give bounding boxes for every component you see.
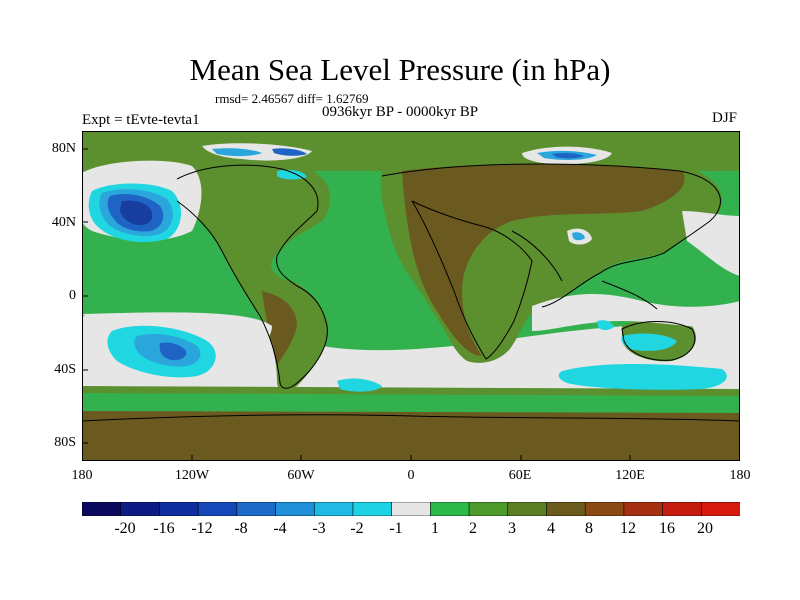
- colorbar-label: 3: [508, 520, 516, 537]
- colorbar-label: -20: [114, 520, 136, 537]
- stats-label: rmsd= 2.46567 diff= 1.62769: [215, 91, 369, 106]
- colorbar-swatch: [430, 502, 470, 516]
- lat-label-40s: 40S: [54, 362, 76, 377]
- colorbar-label: 1: [431, 520, 439, 537]
- indo-pacific-light: [532, 294, 740, 331]
- greenland-darkblue: [272, 148, 307, 156]
- pressure-map: [82, 131, 740, 461]
- south-atlantic-cyan: [337, 378, 382, 392]
- west-pacific-light: [682, 211, 740, 276]
- colorbar-label: -1: [389, 520, 403, 537]
- coastlines: [82, 163, 740, 422]
- lon-label-60e: 60E: [508, 468, 532, 483]
- siberia-darkblue: [552, 152, 584, 159]
- plot-title: Mean Sea Level Pressure (in hPa): [189, 52, 611, 87]
- colorbar-label: 16: [659, 520, 675, 537]
- colorbar-swatch: [546, 502, 586, 516]
- colorbar-label: 8: [585, 520, 593, 537]
- period-label: 0936kyr BP - 0000kyr BP: [322, 104, 479, 120]
- tick-marks: [82, 148, 631, 461]
- colorbar-label: -16: [153, 520, 175, 537]
- lon-label-180w: 180: [71, 468, 93, 483]
- hudson-cyan: [277, 169, 307, 180]
- colorbar-swatch: [313, 502, 354, 516]
- colorbar-label: -2: [350, 520, 364, 537]
- colorbar-label: 4: [547, 520, 555, 537]
- lon-label-0: 0: [407, 468, 415, 483]
- lon-label-60w: 60W: [287, 468, 315, 483]
- colorbar-label: -4: [273, 520, 287, 537]
- colorbar-swatch: [352, 502, 393, 516]
- maritime-cyan: [597, 320, 614, 330]
- lat-label-80n: 80N: [51, 141, 76, 156]
- colorbar-label: -3: [312, 520, 326, 537]
- colorbar-swatch: [159, 502, 199, 516]
- colorbar-swatch: [468, 502, 509, 516]
- colorbar-swatch: [275, 502, 316, 516]
- colorbar-swatch: [584, 502, 625, 516]
- colorbar-label: -8: [234, 520, 248, 537]
- south-pacific-blue: [159, 342, 187, 361]
- colorbar-swatch: [82, 502, 122, 516]
- lat-label-0: 0: [69, 288, 76, 303]
- lat-label-40n: 40N: [51, 215, 76, 230]
- colorbar-label: 2: [469, 520, 477, 537]
- colorbar-swatch: [700, 502, 740, 516]
- colorbar-swatch: [623, 502, 664, 516]
- north-pacific-darkblue: [120, 200, 153, 226]
- colorbar-swatch: [120, 502, 161, 516]
- colorbar: [82, 502, 740, 516]
- lon-label-180e: 180: [729, 468, 751, 483]
- colorbar-swatch: [507, 502, 548, 516]
- colorbar-swatch: [236, 502, 277, 516]
- colorbar-label: 20: [697, 520, 713, 537]
- colorbar-swatch: [662, 502, 703, 516]
- south-america-brown: [262, 291, 297, 366]
- colorbar-label: 12: [620, 520, 636, 537]
- lon-label-120w: 120W: [174, 468, 210, 483]
- experiment-label: Expt = tEvte-tevta1: [82, 112, 200, 128]
- lon-label-120e: 120E: [615, 468, 645, 483]
- colorbar-label: -12: [191, 520, 213, 537]
- himalaya-blue: [572, 232, 585, 241]
- southern-green-band: [82, 393, 740, 413]
- season-label: DJF: [712, 110, 738, 126]
- eurasia-africa-brown: [402, 164, 685, 356]
- colorbar-swatch: [197, 502, 238, 516]
- australia-cyan: [621, 333, 677, 351]
- lat-label-80s: 80S: [54, 435, 76, 450]
- south-indian-cyan: [558, 364, 727, 390]
- colorbar-swatch: [391, 502, 432, 516]
- greenland-blue: [212, 148, 262, 157]
- antarctic-field: [82, 399, 740, 461]
